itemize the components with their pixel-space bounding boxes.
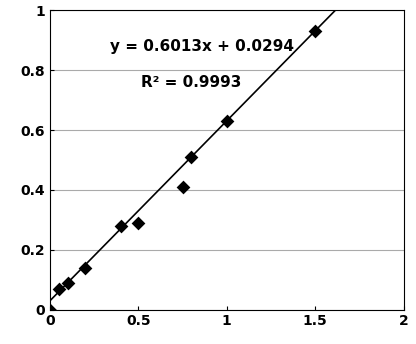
Point [117, 223, 124, 228]
Point [82, 265, 89, 270]
Point [188, 154, 195, 160]
Point [312, 29, 319, 34]
Point [135, 220, 141, 226]
Text: y = 0.6013x + 0.0294: y = 0.6013x + 0.0294 [110, 39, 294, 54]
Point [55, 286, 62, 291]
Point [64, 280, 71, 286]
Point [179, 184, 186, 190]
Point [47, 307, 53, 312]
Point [223, 118, 230, 124]
Text: R² = 0.9993: R² = 0.9993 [141, 75, 242, 90]
